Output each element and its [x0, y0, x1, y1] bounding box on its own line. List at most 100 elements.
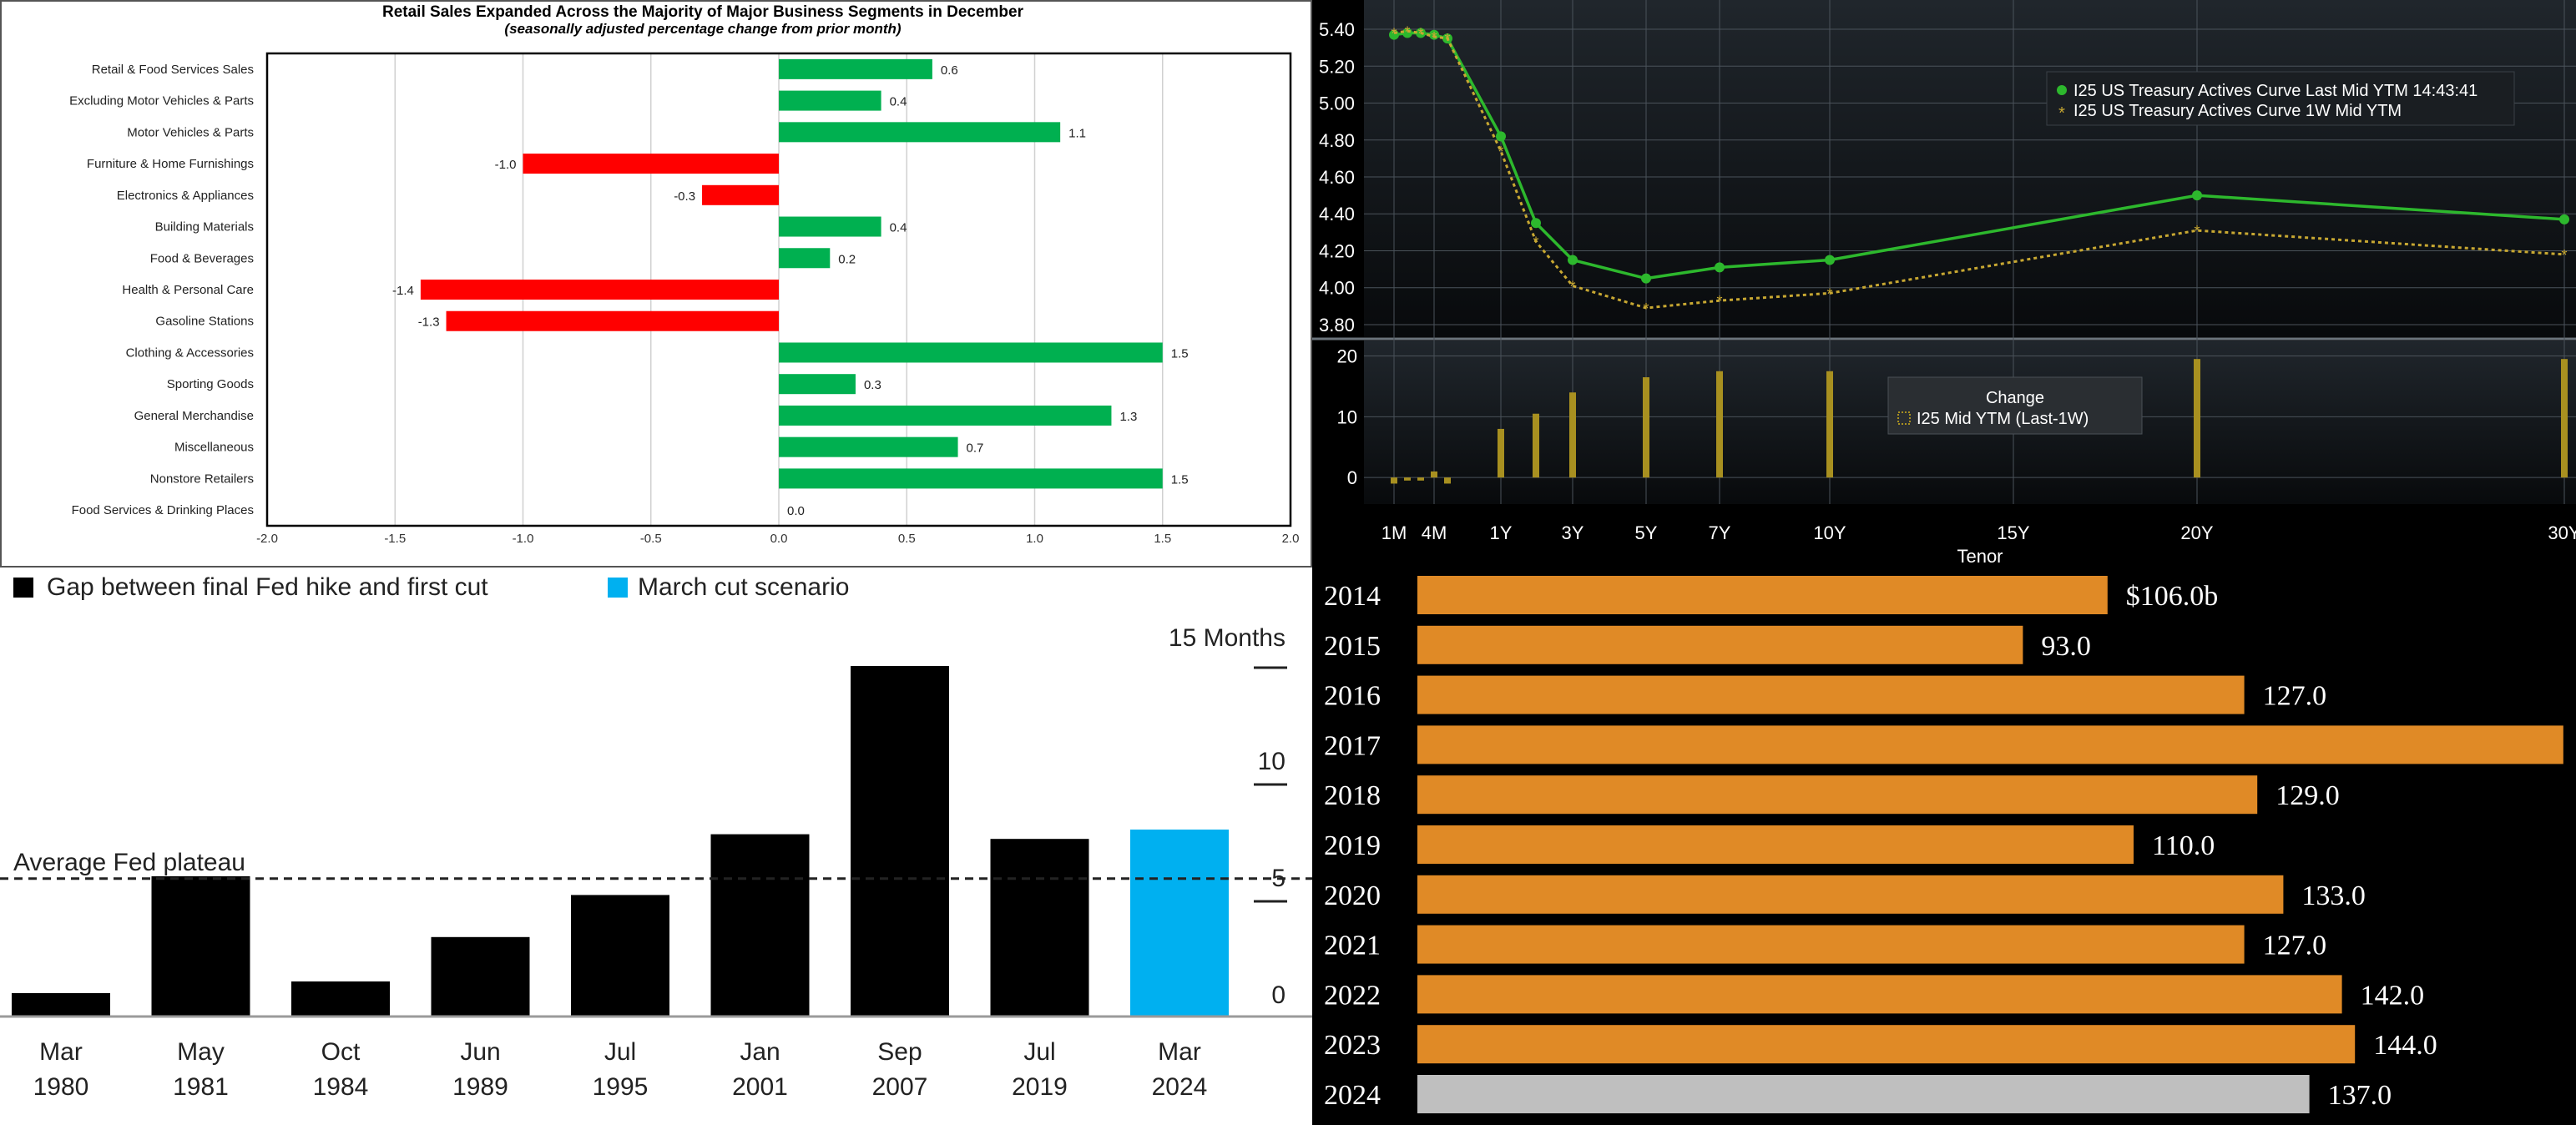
category-label: Excluding Motor Vehicles & Parts — [69, 94, 254, 108]
week-ago-ytm-point: * — [1826, 285, 1832, 302]
y-tick-label: 4.80 — [1319, 130, 1355, 151]
week-ago-ytm-point: * — [1498, 144, 1503, 160]
category-label: Sporting Goods — [167, 377, 254, 391]
year-label: 2016 — [1324, 681, 1381, 712]
x-tick-month: May — [177, 1038, 225, 1066]
yield-legend-box — [2046, 71, 2515, 126]
year-bar — [1417, 1025, 2356, 1064]
change-legend-box — [1887, 376, 2143, 435]
fed-gap-chart: Gap between final Fed hike and first cut… — [0, 573, 1312, 1101]
year-label: 2015 — [1324, 631, 1381, 662]
week-ago-ytm-point: * — [1643, 300, 1649, 317]
x-tick-label: 1.0 — [1026, 532, 1043, 546]
value-label: 127.0 — [2263, 931, 2327, 961]
value-label: $106.0b — [2126, 581, 2219, 612]
week-ago-ytm-point: * — [1444, 31, 1450, 48]
value-label: 142.0 — [2361, 980, 2425, 1011]
last-ytm-point — [1568, 255, 1578, 265]
category-label: Health & Personal Care — [122, 283, 254, 297]
y-tick-label: 5.20 — [1319, 56, 1355, 77]
bar — [779, 468, 1163, 489]
x-tick-month: Jul — [604, 1038, 636, 1066]
last-ytm-point — [1496, 131, 1506, 142]
bar — [779, 374, 856, 395]
week-ago-ytm-point: * — [1716, 293, 1722, 310]
year-bar — [1417, 975, 2342, 1014]
x-tick-label: -2.0 — [256, 532, 278, 546]
change-bar — [1826, 371, 1833, 478]
year-label: 2017 — [1324, 730, 1381, 761]
category-label: Clothing & Accessories — [126, 346, 254, 360]
year-bar — [1417, 625, 2023, 664]
data-label: 0.7 — [967, 441, 984, 456]
last-ytm-point — [2559, 214, 2569, 224]
year-label: 2020 — [1324, 880, 1381, 911]
y-tick-label: 4.40 — [1319, 204, 1355, 224]
data-label: 0.2 — [838, 252, 856, 266]
category-label: Electronics & Appliances — [117, 189, 254, 203]
year-label: 2014 — [1324, 581, 1381, 612]
x-tick-year: 2001 — [732, 1073, 788, 1101]
data-label: 0.3 — [864, 378, 881, 392]
value-label: 133.0 — [2301, 880, 2366, 911]
legend-label-last: I25 US Treasury Actives Curve Last Mid Y… — [2073, 82, 2478, 100]
y-tick-label: 0 — [1271, 981, 1285, 1009]
last-ytm-point — [1715, 262, 1725, 273]
x-tick-year: 2007 — [872, 1073, 928, 1101]
category-label: Gasoline Stations — [155, 315, 254, 329]
change-legend-swatch — [1897, 411, 1911, 425]
x-tick-label: 30Y — [2548, 522, 2576, 543]
week-ago-ytm-line — [1393, 29, 2565, 310]
change-bar — [2561, 359, 2568, 478]
price-panel-bg — [1364, 0, 2576, 337]
retail-sales-chart-panel: Retail Sales Expanded Across the Majorit… — [0, 0, 1312, 568]
data-label: 0.6 — [941, 63, 958, 78]
data-label: 0.0 — [787, 504, 805, 518]
data-label: 1.5 — [1171, 472, 1189, 487]
x-tick-month: Mar — [39, 1038, 83, 1066]
x-tick-month: Sep — [877, 1038, 922, 1066]
x-tick-year: 2024 — [1152, 1073, 1208, 1101]
data-label: -1.4 — [392, 284, 414, 298]
x-tick-label: 15Y — [1997, 522, 2029, 543]
bar — [779, 342, 1163, 363]
x-tick-label: -0.5 — [640, 532, 662, 546]
data-label: 1.3 — [1119, 410, 1137, 424]
data-label: 0.4 — [890, 95, 907, 109]
value-label: 144.0 — [2373, 1030, 2437, 1061]
y-tick-label: 4.60 — [1319, 167, 1355, 188]
change-bar — [1431, 471, 1437, 478]
bar — [523, 154, 779, 174]
march-cut-bar — [1130, 830, 1229, 1017]
bar — [702, 184, 779, 205]
x-tick-label: 1M — [1381, 522, 1407, 543]
y-tick-label: 5.40 — [1319, 19, 1355, 40]
week-ago-ytm-point: * — [2194, 223, 2200, 240]
change-tick-label: 20 — [1337, 346, 1357, 367]
year-bar — [1417, 675, 2245, 714]
change-legend-title: Change — [1986, 389, 2044, 407]
bar — [779, 90, 881, 111]
category-label: Food Services & Drinking Places — [72, 503, 254, 517]
year-bar — [1417, 925, 2245, 964]
x-tick-label: 0.5 — [898, 532, 916, 546]
value-label: 110.0 — [2152, 830, 2215, 861]
year-label: 2021 — [1324, 931, 1381, 961]
legend-label-week-ago: I25 US Treasury Actives Curve 1W Mid YTM — [2073, 102, 2402, 120]
data-label: -1.0 — [495, 158, 517, 172]
x-tick-month: Jan — [740, 1038, 780, 1066]
value-label: 137.0 — [2328, 1080, 2392, 1111]
value-label: 93.0 — [2041, 631, 2091, 662]
year-bar — [1417, 775, 2258, 815]
x-tick-label: 7Y — [1709, 522, 1731, 543]
change-bar — [1569, 392, 1576, 478]
x-tick-label: 20Y — [2180, 522, 2213, 543]
gap-bar — [851, 666, 949, 1017]
year-label: 2022 — [1324, 980, 1381, 1011]
x-tick-label: 3Y — [1562, 522, 1584, 543]
year-label: 2018 — [1324, 780, 1381, 811]
bar — [779, 436, 958, 457]
week-ago-ytm-point: * — [2561, 247, 2567, 264]
y-tick-label: 4.20 — [1319, 240, 1355, 261]
category-label: General Merchandise — [134, 409, 254, 423]
